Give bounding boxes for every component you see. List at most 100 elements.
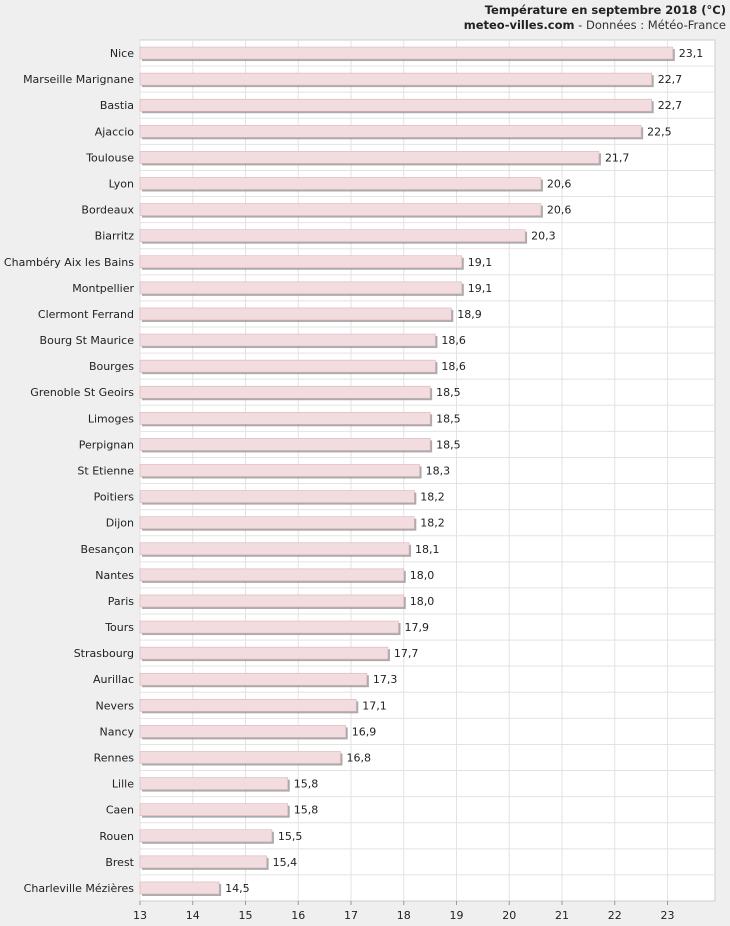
x-tick-label: 16	[291, 909, 305, 922]
category-label: Aurillac	[93, 673, 134, 686]
x-tick-label: 22	[608, 909, 622, 922]
x-tick-label: 15	[239, 909, 253, 922]
category-label: Biarritz	[95, 230, 135, 243]
value-label: 17,9	[404, 621, 429, 634]
value-label: 17,3	[373, 673, 398, 686]
bar	[139, 333, 436, 347]
category-label: Bordeaux	[81, 204, 134, 217]
category-label: Nantes	[95, 569, 134, 582]
bar	[139, 542, 410, 556]
value-label: 15,4	[273, 856, 298, 869]
x-tick-label: 20	[502, 909, 516, 922]
source-site: meteo-villes.com	[463, 18, 575, 32]
bar	[139, 359, 436, 373]
bar	[139, 255, 463, 269]
value-label: 18,0	[410, 595, 435, 608]
bar	[139, 516, 415, 529]
value-label: 14,5	[225, 882, 250, 895]
bar	[139, 98, 652, 112]
x-tick-label: 23	[661, 909, 675, 922]
value-label: 22,7	[658, 73, 683, 86]
category-label: Lyon	[109, 178, 134, 191]
category-label: Besançon	[80, 543, 134, 556]
chart-title: Température en septembre 2018 (°C)	[484, 3, 726, 17]
category-label: Caen	[106, 804, 134, 817]
bar	[139, 438, 431, 451]
bar	[139, 568, 405, 582]
x-tick-label: 14	[186, 909, 200, 922]
value-label: 18,5	[436, 438, 461, 451]
category-label: Montpellier	[72, 282, 134, 295]
category-label: Limoges	[88, 412, 134, 425]
value-label: 15,5	[278, 830, 303, 843]
category-label: Lille	[112, 778, 134, 791]
bar	[139, 646, 389, 660]
bar	[139, 672, 368, 686]
value-label: 15,8	[294, 778, 319, 791]
category-label: Rennes	[94, 752, 135, 765]
bar	[139, 385, 431, 399]
value-label: 22,5	[647, 125, 672, 138]
value-label: 18,6	[441, 334, 466, 347]
bar	[139, 464, 420, 477]
bar	[139, 881, 220, 895]
category-label: Perpignan	[79, 438, 134, 451]
bar	[139, 751, 341, 764]
chart-header: Température en septembre 2018 (°C) meteo…	[464, 3, 726, 33]
bar	[139, 307, 452, 321]
bar	[139, 281, 463, 295]
bar	[139, 125, 642, 138]
bar	[139, 490, 415, 503]
value-label: 22,7	[658, 99, 683, 112]
value-label: 18,2	[420, 517, 445, 530]
category-label: Nevers	[95, 699, 134, 712]
bar	[139, 855, 267, 869]
category-label: Rouen	[99, 830, 134, 843]
value-label: 18,5	[436, 412, 461, 425]
value-label: 18,2	[420, 491, 445, 504]
category-label: Dijon	[106, 517, 134, 530]
x-tick-label: 19	[450, 909, 464, 922]
value-label: 18,6	[441, 360, 466, 373]
category-label: Charleville Mézières	[24, 882, 135, 895]
category-label: Nice	[110, 47, 134, 60]
bar	[139, 829, 273, 843]
value-label: 18,5	[436, 386, 461, 399]
bar	[139, 177, 542, 190]
category-label: Ajaccio	[95, 125, 134, 138]
category-label: St Etienne	[77, 465, 134, 478]
category-label: Tours	[104, 621, 134, 634]
bar	[139, 777, 289, 790]
category-label: Paris	[108, 595, 134, 608]
category-label: Brest	[105, 856, 134, 869]
category-label: Toulouse	[85, 151, 134, 164]
category-label: Bastia	[100, 99, 134, 112]
category-label: Nancy	[100, 725, 135, 738]
x-tick-label: 21	[555, 909, 569, 922]
value-label: 20,6	[547, 178, 572, 191]
bar	[139, 620, 399, 634]
category-label: Bourges	[89, 360, 134, 373]
bar	[139, 594, 405, 608]
bar	[139, 803, 289, 816]
value-label: 17,7	[394, 647, 419, 660]
bar	[139, 412, 431, 425]
category-label: Marseille Marignane	[23, 73, 134, 86]
value-label: 18,3	[426, 465, 451, 478]
bar	[139, 46, 674, 60]
chart-source-line: meteo-villes.com - Données : Météo-Franc…	[464, 18, 726, 33]
source-credit: - Données : Météo-France	[574, 18, 726, 32]
value-label: 20,3	[531, 230, 556, 243]
bar	[139, 699, 357, 712]
category-label: Grenoble St Geoirs	[30, 386, 134, 399]
value-label: 16,8	[346, 752, 371, 765]
category-label: Chambéry Aix les Bains	[4, 256, 134, 269]
value-label: 21,7	[605, 151, 630, 164]
category-label: Clermont Ferrand	[38, 308, 134, 321]
bar	[139, 229, 526, 242]
value-label: 18,0	[410, 569, 435, 582]
category-label: Bourg St Maurice	[40, 334, 135, 347]
value-label: 18,9	[457, 308, 482, 321]
value-label: 16,9	[352, 725, 377, 738]
bar	[139, 72, 652, 86]
